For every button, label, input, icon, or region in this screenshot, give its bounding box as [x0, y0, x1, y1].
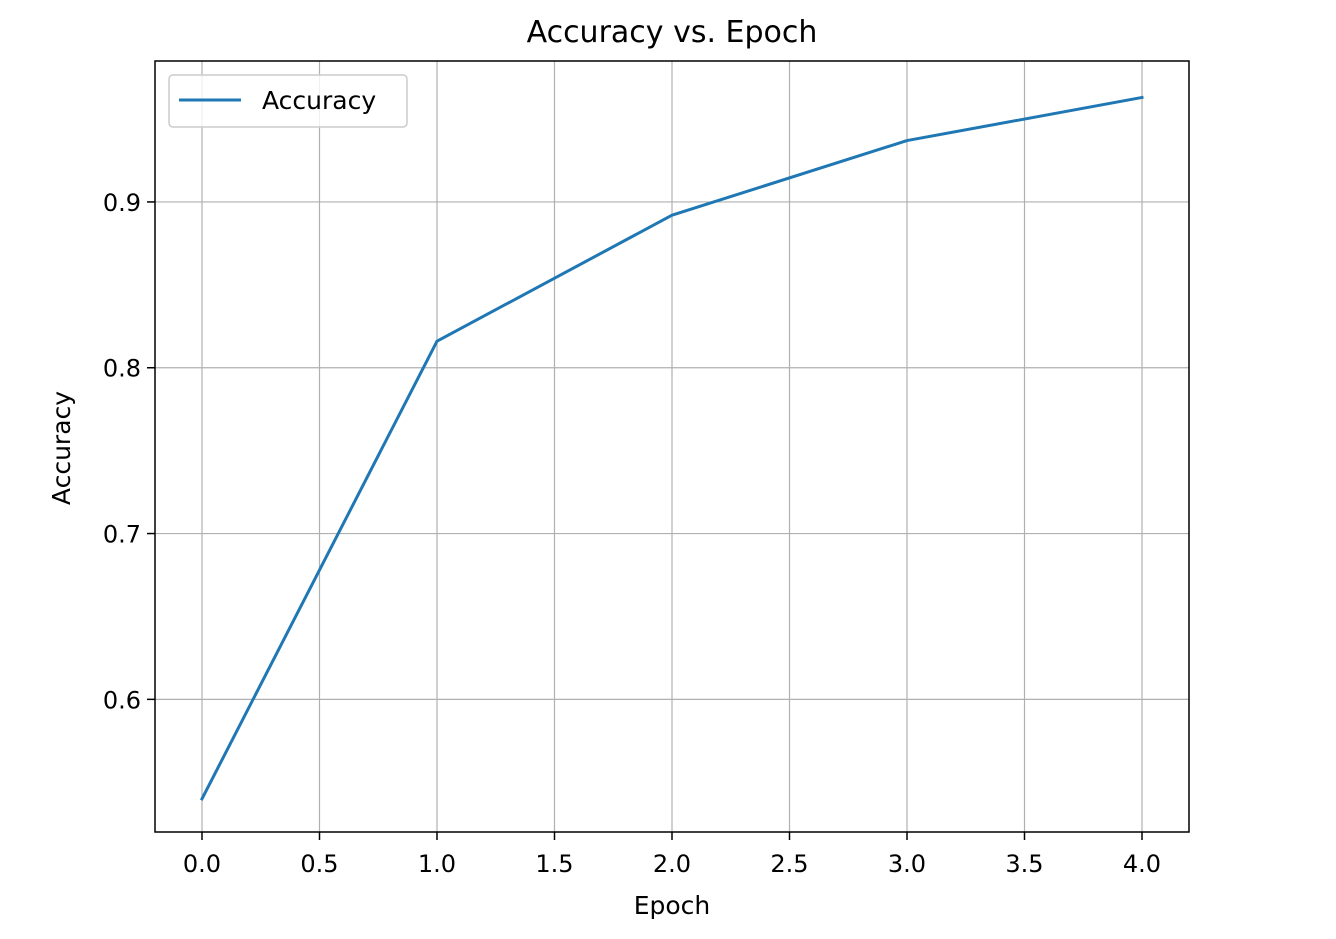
x-tick-label: 1.0 [418, 850, 456, 878]
x-tick-label: 3.0 [888, 850, 926, 878]
y-tick-label: 0.8 [103, 355, 141, 383]
x-tick-label: 0.5 [300, 850, 338, 878]
grid-lines [155, 61, 1189, 832]
legend-box [168, 74, 408, 128]
y-tick-label: 0.6 [103, 686, 141, 714]
x-tick-label: 2.0 [653, 850, 691, 878]
x-tick-label: 1.5 [535, 850, 573, 878]
y-axis-ticks: 0.6 0.7 0.8 0.9 [103, 189, 155, 714]
x-tick-label: 4.0 [1123, 850, 1161, 878]
x-tick-label: 2.5 [770, 850, 808, 878]
series-line-accuracy [199, 95, 1144, 801]
y-tick-label: 0.7 [103, 521, 141, 549]
legend: Accuracy [168, 74, 408, 128]
chart-title: Accuracy vs. Epoch [527, 15, 818, 50]
x-tick-label: 0.0 [183, 850, 221, 878]
legend-label: Accuracy [262, 86, 376, 115]
x-tick-label: 3.5 [1005, 850, 1043, 878]
x-axis-label: Epoch [634, 891, 711, 920]
y-tick-label: 0.9 [103, 189, 141, 217]
x-axis-ticks: 0.0 0.5 1.0 1.5 2.0 2.5 3.0 3.5 4.0 [183, 832, 1161, 878]
series-lines [199, 95, 1144, 801]
y-axis-label: Accuracy [47, 391, 76, 505]
